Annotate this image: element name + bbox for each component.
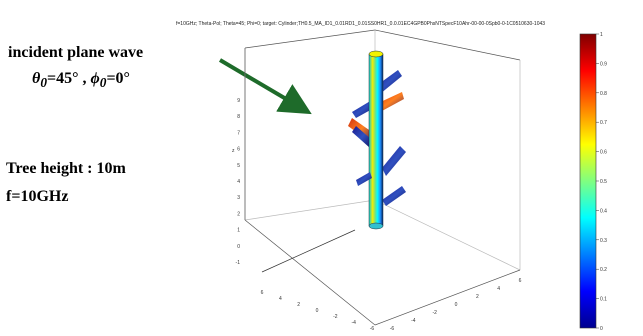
colorbar-tick-label: 0.3 [600, 238, 607, 244]
plot-title: f=10GHz; Theta-Pol; Theta=45; Phi=0; tar… [176, 21, 546, 27]
y-tick-label: -6 [390, 326, 395, 332]
z-tick-label: 7 [237, 130, 240, 136]
trunk-top-cap [368, 50, 384, 58]
z-tick-label: 9 [237, 98, 240, 104]
z-tick-label: 3 [237, 195, 240, 201]
x-tick-label: -6 [370, 326, 375, 332]
x-axis-line [244, 219, 376, 326]
y-tick-label: 4 [497, 286, 500, 292]
x-tick-label: 6 [261, 290, 264, 296]
x-tick-label: -4 [351, 320, 356, 326]
branch-front-left [356, 172, 372, 186]
x-tick-label: 4 [279, 296, 282, 302]
z-tick-label: 1 [237, 228, 240, 234]
colorbar-tick-label: 0 [600, 326, 603, 332]
frequency-label: f=10GHz [6, 188, 69, 205]
branch-left-lower [352, 126, 372, 148]
phi-value: =0° [106, 70, 130, 87]
y-tick-label: -2 [432, 310, 437, 316]
colorbar-tick-label: 0.8 [600, 91, 607, 97]
branch-right-mid [382, 146, 406, 176]
theta-symbol: θ [32, 70, 41, 87]
trunk-bottom-cap [368, 222, 384, 230]
z-tick-label: 0 [237, 244, 240, 250]
y-tick-label: 0 [455, 302, 458, 308]
y-tick-label: 2 [476, 294, 479, 300]
z-tick-label: 8 [237, 114, 240, 120]
colorbar-tick-label: 0.7 [600, 120, 607, 126]
x-tick-label: -2 [333, 314, 338, 320]
z-tick-label: 6 [237, 147, 240, 153]
floor-marker-line [261, 229, 356, 273]
colorbar-tick-label: 0.1 [600, 297, 607, 303]
phi-subscript: 0 [99, 75, 107, 91]
colorbar-tick-label: 0.6 [600, 150, 607, 156]
colorbar [579, 33, 597, 329]
x-axis-ticks: 6 4 2 0 -2 -4 -6 [261, 290, 375, 332]
z-tick-label: 4 [237, 179, 240, 185]
incidence-angles-label: θ0=45° , ϕ0=0° [32, 70, 130, 91]
incident-wave-label: incident plane wave [8, 44, 144, 61]
tree-height-label: Tree height : 10m [6, 160, 126, 177]
z-axis-ticks: 9 8 7 6 5 4 3 2 1 0 -1 [236, 98, 241, 266]
colorbar-tick-label: 0.5 [600, 179, 607, 185]
z-tick-label: -1 [236, 260, 241, 266]
angle-separator: , [78, 70, 91, 87]
y-axis-ticks: -6 -4 -2 0 2 4 6 [390, 278, 522, 332]
tree-trunk [368, 53, 384, 227]
z-axis-label: z [232, 148, 235, 154]
colorbar-tick-label: 0.2 [600, 267, 607, 273]
colorbar-tick-label: 0.9 [600, 61, 607, 67]
y-tick-label: 6 [519, 278, 522, 284]
z-tick-label: 5 [237, 163, 240, 169]
y-axis-line [374, 269, 521, 326]
incident-wave-arrow [218, 58, 312, 115]
theta-value: =45° [46, 70, 79, 87]
branch-right-low [382, 186, 406, 206]
z-tick-label: 2 [237, 211, 240, 217]
colorbar-tick-label: 1 [600, 32, 603, 38]
phi-symbol: ϕ [90, 70, 100, 87]
colorbar-tick-label: 0.4 [600, 208, 607, 214]
tree-model [348, 50, 406, 230]
x-tick-label: 2 [297, 302, 300, 308]
theta-subscript: 0 [40, 75, 47, 91]
y-tick-label: -4 [411, 318, 416, 324]
branch-upper-left [352, 100, 374, 118]
colorbar-ticks: 1 0.9 0.8 0.7 0.6 0.5 0.4 0.3 0.2 0.1 0 [596, 32, 607, 332]
x-tick-label: 0 [316, 308, 319, 314]
